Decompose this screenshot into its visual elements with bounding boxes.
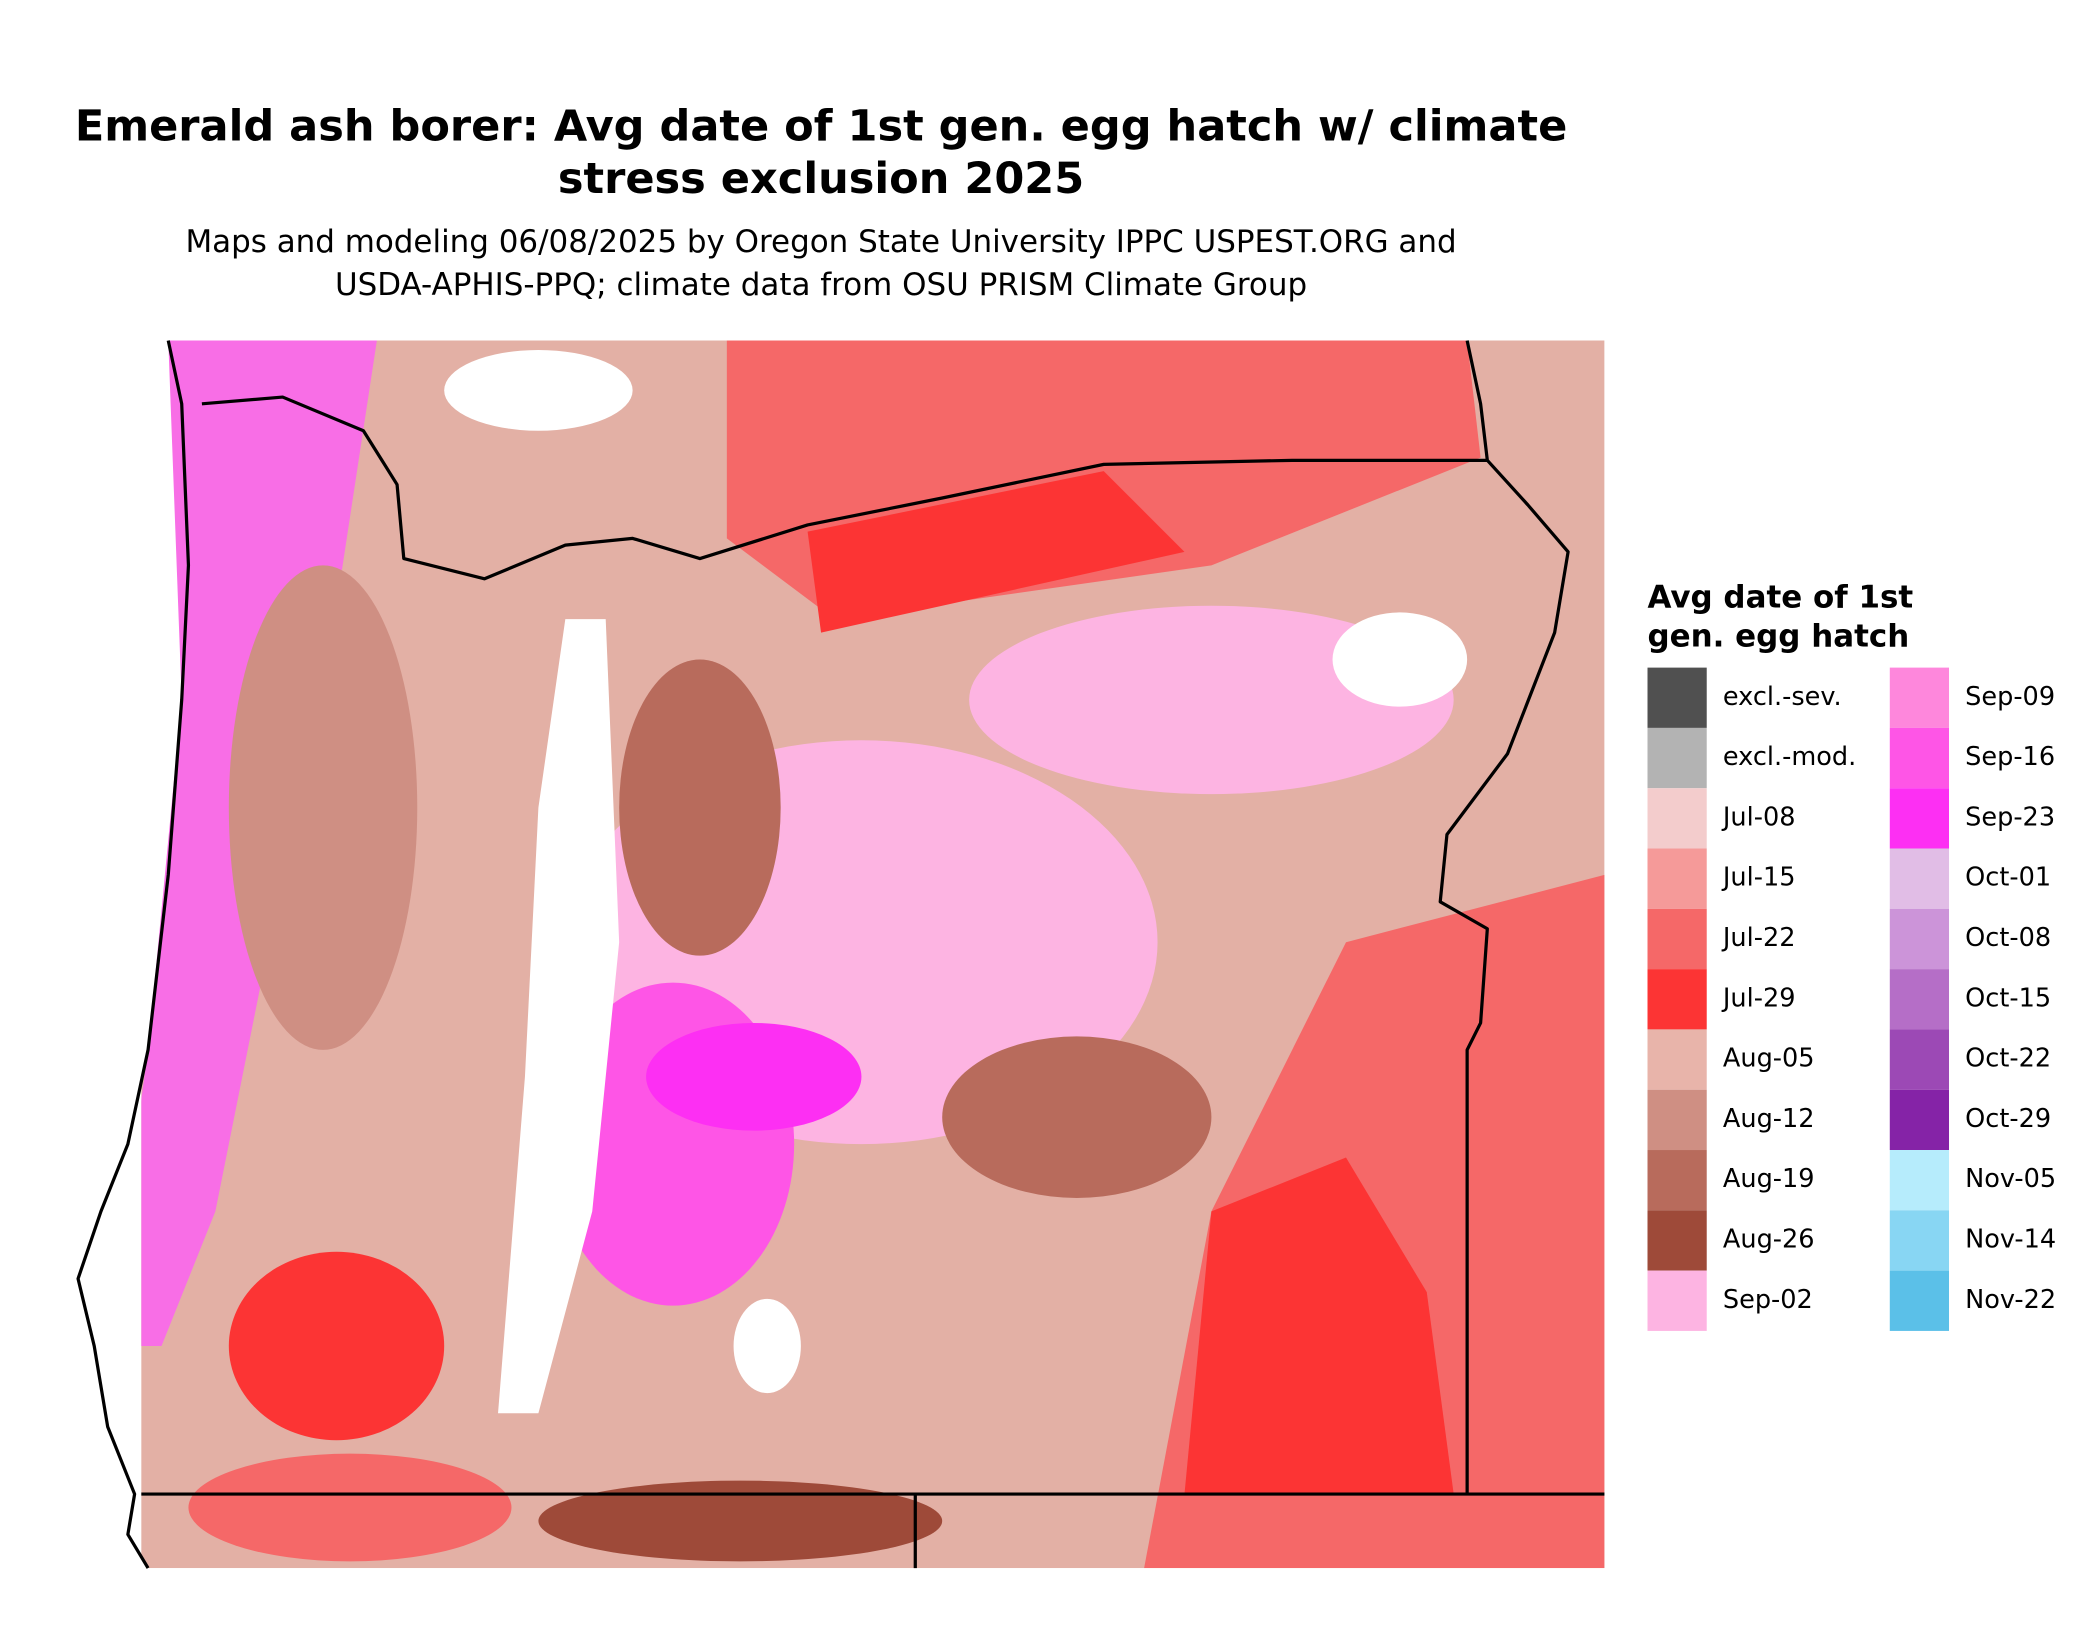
legend-swatch [1889, 1210, 1950, 1271]
map-title: Emerald ash borer: Avg date of 1st gen. … [75, 102, 1567, 152]
idaho-border [1438, 340, 1570, 1495]
blue-mountains [969, 605, 1454, 795]
legend-swatch [1647, 969, 1707, 1030]
map [141, 340, 1605, 1569]
legend-label: Sep-16 [1965, 742, 2055, 772]
legend-swatch [1889, 1150, 1950, 1211]
washington-border [201, 395, 1488, 581]
canvas: Emerald ash borer: Avg date of 1st gen. … [75, 102, 2056, 1569]
no-data [733, 1298, 801, 1394]
brown-zone [538, 1480, 943, 1562]
coastline [76, 340, 191, 1569]
red-zone [188, 1453, 512, 1562]
legend-swatch [1647, 848, 1707, 909]
legend-label: Aug-05 [1723, 1044, 1815, 1074]
legend-label: Aug-26 [1723, 1224, 1815, 1254]
legend-swatch [1889, 1089, 1950, 1151]
legend-label: Oct-08 [1965, 923, 2051, 953]
no-data [444, 349, 633, 431]
legend-swatch [1647, 908, 1707, 970]
map-title: stress exclusion 2025 [558, 154, 1084, 204]
legend-swatch [1889, 908, 1950, 970]
legend-label: Nov-22 [1965, 1285, 2056, 1315]
legend-label: Sep-02 [1723, 1285, 1813, 1315]
legend-label: Oct-15 [1965, 983, 2051, 1013]
legend-label: Nov-14 [1965, 1224, 2056, 1254]
legend-swatch [1647, 1089, 1707, 1151]
legend-label: Aug-12 [1723, 1104, 1815, 1134]
texts: Emerald ash borer: Avg date of 1st gen. … [75, 102, 2056, 1331]
red-zone [228, 1251, 445, 1441]
legend-label: Aug-19 [1723, 1164, 1815, 1194]
legend-label: Oct-22 [1965, 1044, 2051, 1074]
legend-label: Jul-29 [1721, 983, 1796, 1013]
brown-zone [228, 565, 418, 1050]
brown-zone [619, 659, 781, 956]
legend-swatch [1889, 1270, 1950, 1331]
no-data [1332, 612, 1468, 707]
legend-swatch [1889, 727, 1950, 789]
legend-label: Jul-22 [1721, 923, 1796, 953]
legend-swatch [1889, 969, 1950, 1030]
legend-swatch [1647, 667, 1707, 728]
legend-swatch [1647, 1150, 1707, 1211]
legend-swatch [1647, 788, 1707, 849]
legend-title: Avg date of 1st [1648, 579, 1914, 615]
legend-swatch [1889, 667, 1950, 728]
legend-title: gen. egg hatch [1648, 619, 1910, 655]
map-subtitle: Maps and modeling 06/08/2025 by Oregon S… [185, 224, 1456, 260]
legend-swatch [1647, 1210, 1707, 1271]
southern-border [141, 1492, 1605, 1569]
valley [498, 619, 620, 1414]
legend-swatch [1647, 1029, 1707, 1090]
legend-label: Oct-01 [1965, 863, 2051, 893]
legend-swatch [1889, 788, 1950, 849]
legend-swatch [1647, 1270, 1707, 1331]
legend-label: excl.-mod. [1723, 742, 1856, 772]
legend-label: Oct-29 [1965, 1104, 2051, 1134]
legend-label: Sep-09 [1965, 682, 2055, 712]
legend-swatch [1647, 727, 1707, 789]
legend-swatch [1889, 1029, 1950, 1090]
southeast-red [1184, 1157, 1454, 1495]
legend-label: Jul-08 [1721, 802, 1796, 832]
legend-label: Sep-23 [1965, 802, 2055, 832]
high-zone [646, 1022, 862, 1131]
legend-label: excl.-sev. [1723, 682, 1842, 712]
legend-swatch [1889, 848, 1950, 909]
columbia-zone [807, 471, 1185, 633]
legend-label: Nov-05 [1965, 1164, 2056, 1194]
map-subtitle: USDA-APHIS-PPQ; climate data from OSU PR… [335, 267, 1307, 303]
legend-label: Jul-15 [1721, 863, 1796, 893]
brown-zone [942, 1036, 1212, 1198]
